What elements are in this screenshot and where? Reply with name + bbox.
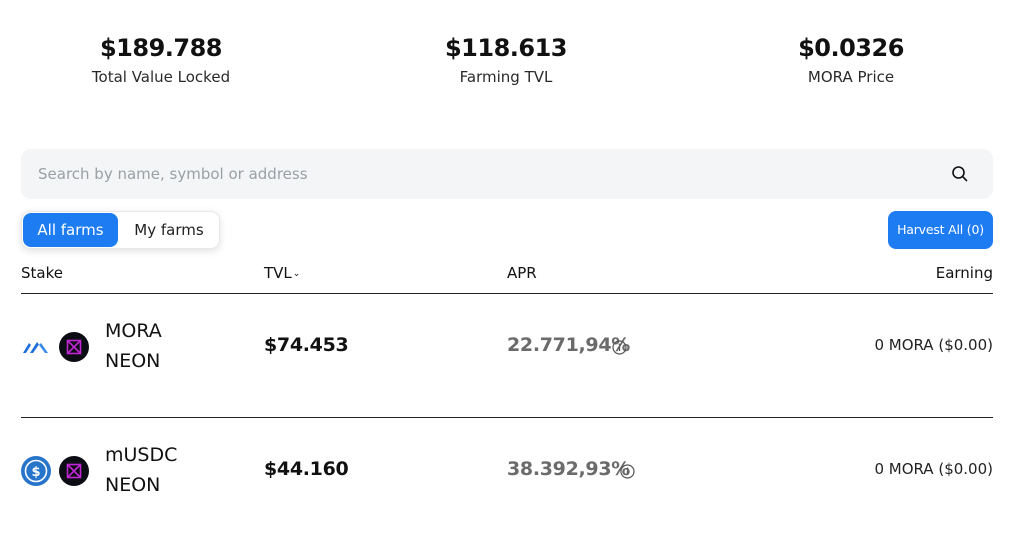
svg-text:$: $: [31, 465, 40, 480]
neon-token-icon: [59, 332, 89, 362]
token-b-symbol: NEON: [105, 350, 161, 372]
search-icon[interactable]: [951, 165, 969, 183]
column-header-apr: APR: [507, 264, 537, 282]
token-a-symbol: mUSDC: [105, 444, 178, 466]
pair-name: MORA NEON: [105, 316, 162, 376]
farm-filter-tabs: All farms My farms: [21, 211, 220, 249]
harvest-all-button[interactable]: Harvest All (0): [888, 211, 993, 249]
tab-all-farms[interactable]: All farms: [23, 213, 118, 247]
row-tvl: $74.453: [264, 334, 349, 356]
stats-bar: $189.788 Total Value Locked $118.613 Far…: [0, 32, 1016, 96]
row-tvl: $44.160: [264, 458, 349, 480]
stat-total-value-locked: $189.788 Total Value Locked: [41, 32, 281, 86]
table-row[interactable]: MORA NEON $74.453 22.771,94% 0 MORA ($0.…: [21, 294, 993, 418]
stat-value: $0.0326: [798, 34, 904, 62]
stat-value: $189.788: [99, 34, 223, 62]
column-header-tvl[interactable]: TVL⌄: [264, 264, 300, 282]
column-header-earning: Earning: [935, 264, 993, 282]
token-b-symbol: NEON: [105, 474, 161, 496]
stat-value: $118.613: [444, 34, 568, 62]
chevron-down-icon: ⌄: [292, 269, 301, 279]
search-bar: [21, 149, 993, 199]
column-header-tvl-label: TVL: [264, 264, 292, 282]
token-a-symbol: MORA: [105, 320, 162, 342]
mora-token-icon: [23, 342, 48, 353]
row-apr: 38.392,93%: [507, 458, 631, 480]
neon-token-icon: [59, 456, 89, 486]
table-header: Stake TVL⌄ APR Earning: [21, 262, 993, 294]
column-header-stake: Stake: [21, 264, 63, 282]
row-earning: 0 MORA ($0.00): [874, 460, 993, 478]
row-apr: 22.771,94%: [507, 334, 631, 356]
usdc-token-icon: $: [21, 456, 51, 486]
stat-label: Farming TVL: [459, 68, 553, 86]
row-earning: 0 MORA ($0.00): [874, 336, 993, 354]
pair-name: mUSDC NEON: [105, 440, 177, 500]
stat-label: MORA Price: [807, 68, 895, 86]
stat-farming-tvl: $118.613 Farming TVL: [386, 32, 626, 86]
info-icon[interactable]: [612, 340, 627, 355]
tab-my-farms[interactable]: My farms: [134, 221, 204, 239]
stat-label: Total Value Locked: [91, 68, 231, 86]
search-input[interactable]: [38, 149, 918, 199]
info-icon[interactable]: [620, 464, 635, 479]
table-row[interactable]: $ mUSDC NEON $44.160 38.392,93% 0 MORA (…: [21, 418, 993, 542]
stat-mora-price: $0.0326 MORA Price: [731, 32, 971, 86]
